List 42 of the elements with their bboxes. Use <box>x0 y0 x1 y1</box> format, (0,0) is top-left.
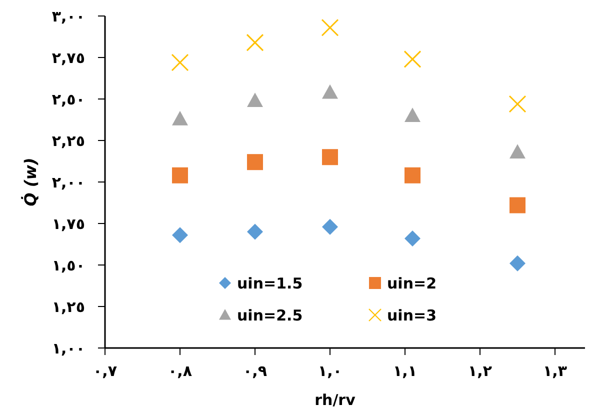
y-tick-label: ٣,٠٠ <box>52 7 85 26</box>
point <box>510 197 526 214</box>
x-tick-label: ١,٣ <box>542 362 568 380</box>
point <box>247 224 263 240</box>
legend-label: uin=3 <box>387 306 437 324</box>
legend-label: uin=2 <box>387 274 437 292</box>
y-tick-label: ٢,٠٠ <box>52 173 85 192</box>
y-tick-label: ١,٧٥ <box>52 214 85 233</box>
point <box>172 227 188 244</box>
x-tick-label: ٠,٨ <box>168 362 192 380</box>
x-tick-label: ٠,٩ <box>242 362 268 380</box>
point <box>171 54 189 72</box>
y-tick-label: ٢,٧٥ <box>52 48 85 67</box>
legend-label: uin=2.5 <box>237 306 303 324</box>
point <box>247 92 263 108</box>
point <box>246 34 264 52</box>
legend-label: uin=1.5 <box>237 274 303 292</box>
point <box>510 255 526 272</box>
point <box>508 95 526 113</box>
y-tick-label: ١,٠٠ <box>52 339 85 358</box>
y-axis-title: Q̇ (w) <box>21 158 40 206</box>
y-tick-label: ١,٥٠ <box>52 256 85 274</box>
point <box>404 108 420 122</box>
x-tick-label: ٠,٧ <box>92 362 118 380</box>
point <box>247 154 263 170</box>
point <box>404 50 422 68</box>
y-tick-label: ٢,٢٥ <box>52 132 85 150</box>
point <box>322 218 338 235</box>
point <box>404 230 420 246</box>
x-tick-label: ١,١ <box>392 362 418 380</box>
point <box>322 84 338 99</box>
point <box>404 167 420 184</box>
point <box>321 18 339 36</box>
point <box>322 149 338 166</box>
y-tick-label: ١,٢٥ <box>52 298 85 316</box>
point <box>510 144 526 159</box>
x-tick-label: ١,٢ <box>468 362 492 380</box>
point <box>172 110 188 126</box>
point <box>172 167 188 184</box>
y-tick-label: ٢,٥٠ <box>52 90 85 108</box>
x-axis-title: rh/rv <box>314 391 356 407</box>
x-tick-label: ١,٠ <box>318 362 342 380</box>
